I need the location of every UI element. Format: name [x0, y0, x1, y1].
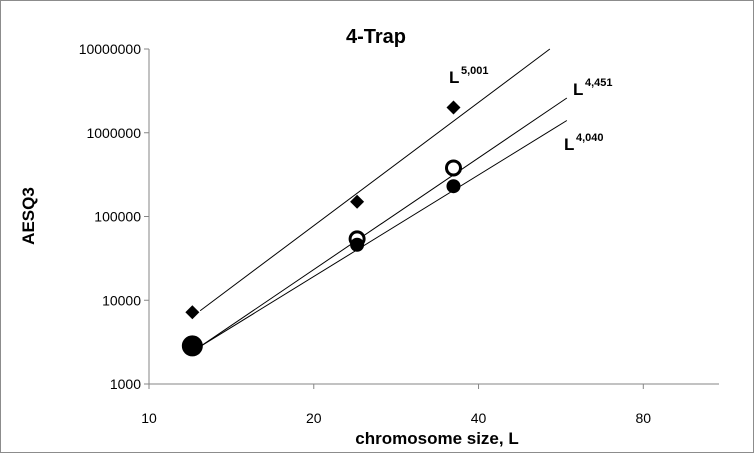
diamond-point: [446, 100, 461, 115]
x-tick-label: 20: [306, 410, 322, 426]
y-tick-label: 10000: [102, 292, 141, 308]
fit-label: L: [449, 68, 459, 87]
y-tick-label: 1000000: [86, 125, 141, 141]
x-axis-title: chromosome size, L: [355, 429, 518, 448]
x-ticks: 10 20 40 80: [141, 384, 651, 426]
axes: [148, 49, 719, 385]
fit-line: [199, 48, 551, 312]
x-tick-label: 10: [141, 410, 157, 426]
diamond-point: [185, 305, 200, 320]
fit-line: [199, 97, 568, 347]
x-tick-label: 80: [636, 410, 652, 426]
filled-circle-point: [183, 337, 202, 356]
filled-circle-point: [350, 237, 365, 252]
y-tick-label: 10000000: [79, 41, 142, 57]
fit-label: L: [573, 80, 583, 99]
fit-line: [199, 120, 568, 347]
data-points: [181, 100, 462, 357]
y-tick-label: 1000: [110, 376, 141, 392]
y-tick-label: 100000: [94, 209, 141, 225]
diamond-point: [350, 194, 365, 209]
y-axis-title: AESQ3: [19, 187, 38, 245]
fit-lines: [199, 48, 568, 347]
x-tick-label: 40: [471, 410, 487, 426]
fit-exponent: 5,001: [461, 65, 489, 77]
y-ticks: 1000 10000 100000 1000000 10000000: [79, 41, 149, 392]
chart-title: 4-Trap: [346, 26, 406, 48]
fit-exponent: 4,451: [585, 77, 613, 89]
fit-exponent: 4,040: [576, 132, 604, 144]
fit-label: L: [564, 135, 574, 154]
open-circle-point: [444, 159, 462, 177]
filled-circle-point: [446, 179, 461, 194]
